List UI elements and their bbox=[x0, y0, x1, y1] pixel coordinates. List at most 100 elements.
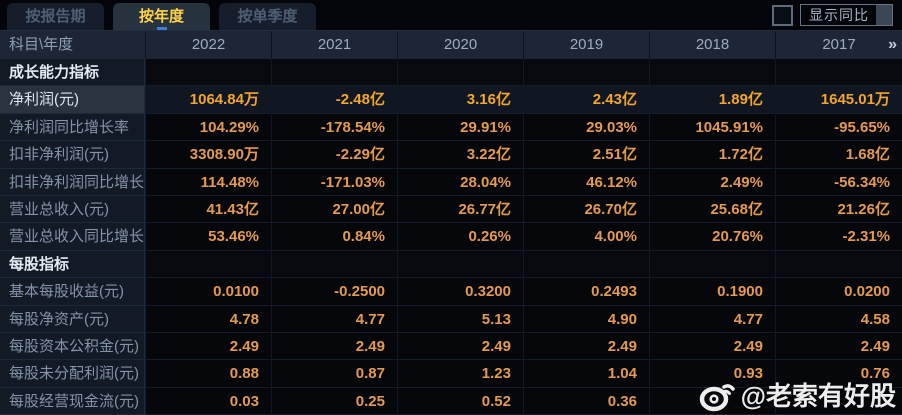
cell: 41.43亿 bbox=[145, 195, 271, 224]
show-yoy-toggle-pad bbox=[876, 5, 892, 25]
cell: -2.31% bbox=[775, 223, 902, 251]
cell: 114.48% bbox=[145, 168, 271, 196]
cell: 1045.91% bbox=[649, 113, 775, 142]
cell: 104.29% bbox=[145, 113, 271, 142]
table-row-operating-cashflow-per-share[interactable]: 每股经营现金流(元) 0.03 0.25 0.52 0.36 bbox=[0, 387, 902, 415]
cell: 0.88 bbox=[145, 360, 271, 388]
table-row-section-per-share: 每股指标 bbox=[0, 250, 902, 279]
cell: 1.72亿 bbox=[649, 141, 775, 169]
row-label: 每股未分配利润(元) bbox=[0, 360, 145, 388]
cell: -171.03% bbox=[271, 168, 397, 196]
year-header-2022: 2022 bbox=[145, 31, 271, 59]
cell: 2.49 bbox=[649, 332, 775, 361]
cell: 2.49 bbox=[145, 332, 271, 361]
cell bbox=[775, 387, 902, 415]
cell: 4.77 bbox=[271, 305, 397, 333]
cell: 0.3200 bbox=[397, 278, 523, 306]
cell bbox=[649, 250, 775, 279]
table-row-capital-reserve-per-share[interactable]: 每股资本公积金(元) 2.49 2.49 2.49 2.49 2.49 2.49 bbox=[0, 332, 902, 361]
cell: 2.49% bbox=[649, 168, 775, 196]
table-row-undistributed-profit-per-share[interactable]: 每股未分配利润(元) 0.88 0.87 1.23 1.04 0.93 0.76 bbox=[0, 360, 902, 388]
cell: 1064.84万 bbox=[145, 86, 271, 114]
cell: 3.22亿 bbox=[397, 141, 523, 169]
table-row-net-profit-yoy[interactable]: 净利润同比增长率 104.29% -178.54% 29.91% 29.03% … bbox=[0, 113, 902, 142]
cell: 2.51亿 bbox=[523, 141, 649, 169]
cell: 0.0100 bbox=[145, 278, 271, 306]
cell: 0.1900 bbox=[649, 278, 775, 306]
row-label: 营业总收入(元) bbox=[0, 195, 145, 224]
tab-report-period[interactable]: 按报告期 bbox=[7, 3, 104, 30]
cell: 4.78 bbox=[145, 305, 271, 333]
cell bbox=[397, 250, 523, 279]
row-label: 扣非净利润同比增长率 bbox=[0, 168, 145, 196]
cell: -0.2500 bbox=[271, 278, 397, 306]
cell: 0.87 bbox=[271, 360, 397, 388]
cell: 0.52 bbox=[397, 387, 523, 415]
row-label: 扣非净利润(元) bbox=[0, 141, 145, 169]
cell: 26.77亿 bbox=[397, 195, 523, 224]
table-row-section-growth: 成长能力指标 bbox=[0, 59, 902, 87]
row-label: 每股资本公积金(元) bbox=[0, 332, 145, 361]
more-years-chevron-icon[interactable]: » bbox=[888, 36, 897, 53]
row-label: 成长能力指标 bbox=[0, 59, 145, 87]
year-header-2020: 2020 bbox=[397, 31, 523, 59]
cell bbox=[145, 250, 271, 279]
financial-table-body: 成长能力指标 净利润(元) 1064.84万 -2.48亿 3.16亿 2.43… bbox=[0, 59, 902, 415]
cell bbox=[775, 59, 902, 87]
cell: -2.48亿 bbox=[271, 86, 397, 114]
show-yoy-control: 显示同比 bbox=[772, 4, 893, 26]
cell: 29.03% bbox=[523, 113, 649, 142]
row-label: 净利润(元) bbox=[0, 86, 145, 114]
cell: 1.68亿 bbox=[775, 141, 902, 169]
cell: 28.04% bbox=[397, 168, 523, 196]
cell: 4.77 bbox=[649, 305, 775, 333]
cell: -56.34% bbox=[775, 168, 902, 196]
year-header-2017-label: 2017 bbox=[822, 36, 856, 53]
cell: 27.00亿 bbox=[271, 195, 397, 224]
cell: 1645.01万 bbox=[775, 86, 902, 114]
cell: 2.49 bbox=[271, 332, 397, 361]
cell bbox=[775, 250, 902, 279]
year-header-2018: 2018 bbox=[649, 31, 775, 59]
table-row-total-revenue[interactable]: 营业总收入(元) 41.43亿 27.00亿 26.77亿 26.70亿 25.… bbox=[0, 195, 902, 224]
year-header-2019: 2019 bbox=[523, 31, 649, 59]
table-row-total-revenue-yoy[interactable]: 营业总收入同比增长率 53.46% 0.84% 0.26% 4.00% 20.7… bbox=[0, 223, 902, 251]
table-row-deducted-net-profit-yoy[interactable]: 扣非净利润同比增长率 114.48% -171.03% 28.04% 46.12… bbox=[0, 168, 902, 196]
cell: 0.93 bbox=[649, 360, 775, 388]
tab-annual[interactable]: 按年度 bbox=[113, 3, 210, 30]
year-header-2021: 2021 bbox=[271, 31, 397, 59]
show-yoy-label-box[interactable]: 显示同比 bbox=[800, 4, 893, 26]
table-row-net-asset-per-share[interactable]: 每股净资产(元) 4.78 4.77 5.13 4.90 4.77 4.58 bbox=[0, 305, 902, 333]
tab-single-quarter[interactable]: 按单季度 bbox=[219, 3, 316, 30]
cell: 2.49 bbox=[775, 332, 902, 361]
show-yoy-checkbox[interactable] bbox=[772, 4, 793, 26]
table-header-row: 科目\年度 2022 2021 2020 2019 2018 2017 » bbox=[0, 30, 902, 59]
cell bbox=[145, 59, 271, 87]
table-row-deducted-net-profit[interactable]: 扣非净利润(元) 3308.90万 -2.29亿 3.22亿 2.51亿 1.7… bbox=[0, 141, 902, 169]
row-label: 营业总收入同比增长率 bbox=[0, 223, 145, 251]
cell bbox=[649, 387, 775, 415]
show-yoy-label: 显示同比 bbox=[809, 7, 869, 23]
row-label: 每股指标 bbox=[0, 250, 145, 279]
cell: 26.70亿 bbox=[523, 195, 649, 224]
corner-header: 科目\年度 bbox=[9, 36, 74, 53]
cell: 0.36 bbox=[523, 387, 649, 415]
cell: 2.49 bbox=[523, 332, 649, 361]
cell: 4.90 bbox=[523, 305, 649, 333]
period-tab-bar: 按报告期 按年度 按单季度 显示同比 bbox=[0, 0, 902, 30]
cell bbox=[649, 59, 775, 87]
table-row-basic-eps[interactable]: 基本每股收益(元) 0.0100 -0.2500 0.3200 0.2493 0… bbox=[0, 278, 902, 306]
cell: 0.03 bbox=[145, 387, 271, 415]
cell: 29.91% bbox=[397, 113, 523, 142]
cell: 53.46% bbox=[145, 223, 271, 251]
year-header-2017: 2017 » bbox=[775, 31, 902, 59]
cell: -178.54% bbox=[271, 113, 397, 142]
table-row-net-profit[interactable]: 净利润(元) 1064.84万 -2.48亿 3.16亿 2.43亿 1.89亿… bbox=[0, 86, 902, 114]
cell bbox=[271, 250, 397, 279]
cell: 0.25 bbox=[271, 387, 397, 415]
cell: 2.49 bbox=[397, 332, 523, 361]
cell: 0.84% bbox=[271, 223, 397, 251]
cell: 3308.90万 bbox=[145, 141, 271, 169]
cell: 25.68亿 bbox=[649, 195, 775, 224]
cell: 1.04 bbox=[523, 360, 649, 388]
